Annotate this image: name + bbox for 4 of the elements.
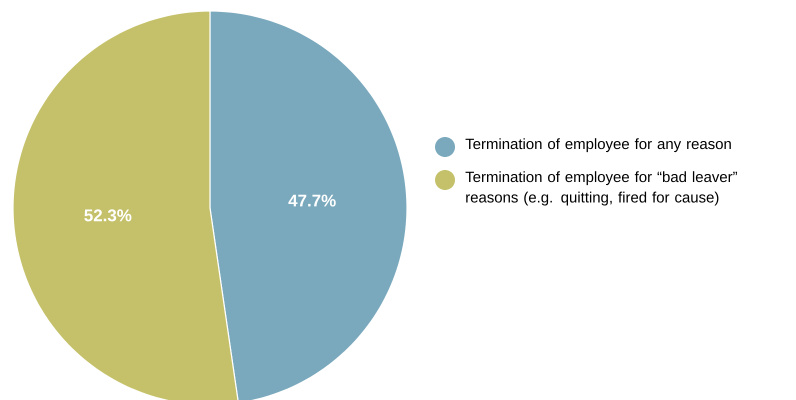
legend-label: Termination of employee for any reason (466, 138, 731, 152)
data-label: 52.3% (84, 209, 132, 222)
legend-label: Termination of employee for “bad leaver” reasons (e.g. quitting, fired for cause) (466, 171, 738, 206)
data-label: 47.7% (288, 194, 336, 207)
